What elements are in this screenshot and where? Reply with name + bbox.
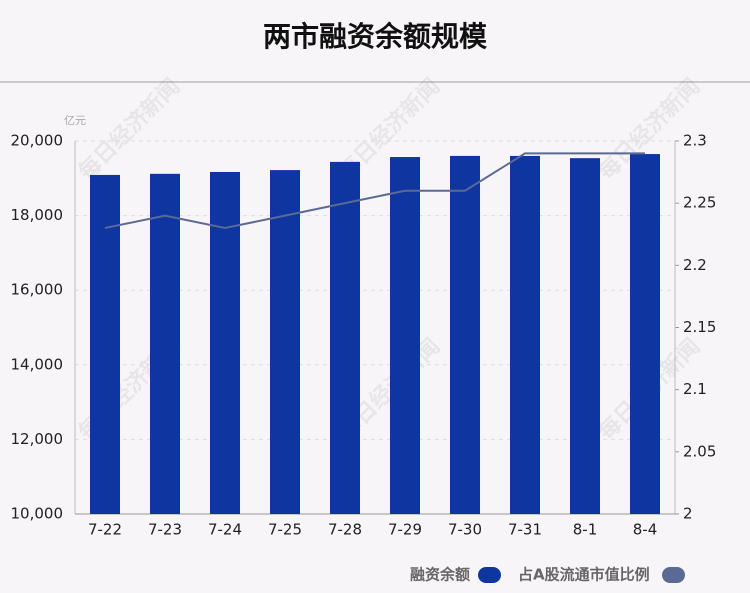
x-tick-label: 8-4 (633, 521, 658, 539)
x-tick-label: 7-24 (208, 521, 242, 539)
watermark: 每日经济新闻 (73, 73, 185, 185)
x-tick-label: 8-1 (573, 521, 598, 539)
x-tick-label: 7-30 (448, 521, 482, 539)
bar (270, 170, 300, 514)
bar (210, 171, 240, 515)
x-tick-label: 7-25 (268, 521, 302, 539)
legend-label: 占A股流通市值比例 (518, 566, 650, 584)
y-tick-label: 14,000 (11, 355, 64, 373)
y-tick-label: 12,000 (11, 430, 64, 448)
y2-tick-label: 2.1 (683, 380, 707, 398)
bar (330, 161, 360, 514)
x-tick-label: 7-28 (328, 521, 362, 539)
y-tick-label: 20,000 (11, 132, 64, 150)
y-tick-label: 18,000 (11, 206, 64, 224)
legend-swatch (662, 567, 685, 583)
legend-label: 融资余额 (410, 566, 470, 584)
y-tick-label: 16,000 (11, 281, 64, 299)
bar (450, 155, 480, 515)
y2-tick-label: 2.3 (683, 132, 707, 150)
y2-tick-label: 2.2 (683, 256, 707, 274)
line (104, 152, 645, 230)
y-unit: 亿元 (64, 114, 86, 127)
y2-tick-label: 2.15 (683, 318, 716, 336)
chart-title: 两市融资余额规模 (263, 20, 488, 53)
bar (510, 155, 540, 515)
y2-tick-label: 2 (683, 505, 693, 523)
bar (570, 158, 600, 514)
bar (90, 174, 120, 514)
bar (630, 154, 660, 514)
y-tick-label: 10,000 (11, 505, 64, 523)
bar (390, 157, 420, 514)
bar (150, 173, 180, 514)
x-tick-label: 7-22 (88, 521, 122, 539)
x-tick-label: 7-29 (388, 521, 422, 539)
legend-swatch (478, 567, 501, 583)
x-tick-label: 7-31 (508, 521, 542, 539)
x-tick-label: 7-23 (148, 521, 182, 539)
y2-tick-label: 2.25 (683, 194, 716, 212)
y2-tick-label: 2.05 (683, 442, 716, 460)
